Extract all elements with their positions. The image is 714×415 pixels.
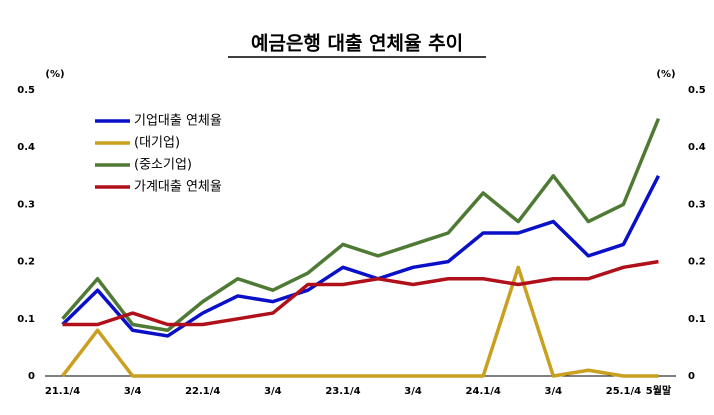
y2-tick-label: 0.5	[688, 85, 706, 96]
y2-tick-label: 0.2	[688, 257, 706, 268]
x-tick-label: 3/4	[545, 386, 563, 397]
series-line	[61, 265, 659, 378]
y-tick-label: 0.5	[17, 85, 35, 96]
x-tick-label: 22.1/4	[185, 386, 220, 397]
x-tick-label: 25.1/4	[606, 386, 641, 397]
x-tick-label: 21.1/4	[45, 386, 80, 397]
series-line	[62, 259, 659, 327]
y2-unit: (%)	[656, 69, 675, 80]
chart-title: 예금은행 대출 연체율 추이	[251, 33, 463, 55]
legend-label: (중소기업)	[134, 158, 192, 173]
x-tick-label: 3/4	[404, 386, 422, 397]
legend-label: 가계대출 연체율	[134, 180, 222, 195]
series-line	[61, 117, 661, 332]
x-tick-label: 5월말	[646, 385, 672, 397]
y-tick-label: 0	[28, 371, 35, 382]
y2-tick-label: 0.4	[688, 142, 706, 153]
x-tick-label: 3/4	[124, 386, 142, 397]
y-tick-label: 0.2	[17, 257, 35, 268]
y2-tick-label: 0	[688, 371, 695, 382]
x-tick-label: 24.1/4	[466, 386, 501, 397]
x-tick-label: 3/4	[264, 386, 282, 397]
x-tick-label: 23.1/4	[325, 386, 360, 397]
y2-tick-label: 0.1	[688, 314, 706, 325]
y-tick-label: 0.3	[17, 199, 35, 210]
y-tick-label: 0.4	[17, 142, 35, 153]
y-tick-label: 0.1	[17, 314, 35, 325]
legend-label: 기업대출 연체율	[134, 114, 222, 129]
legend-label: (대기업)	[134, 136, 180, 151]
y-unit: (%)	[45, 69, 64, 80]
y2-tick-label: 0.3	[688, 199, 706, 210]
series-line	[61, 175, 661, 338]
